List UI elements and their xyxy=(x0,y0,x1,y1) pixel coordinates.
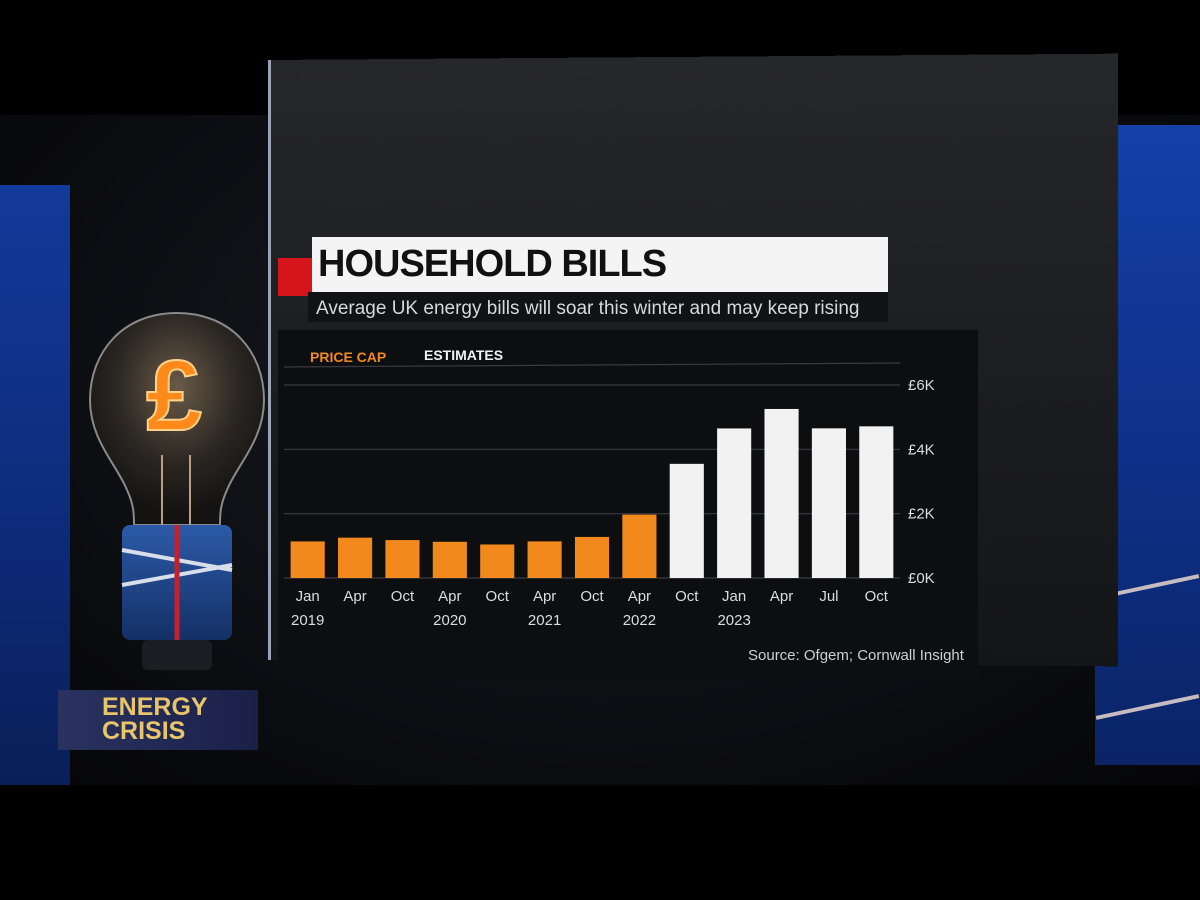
x-tick-month: Jan xyxy=(722,588,746,605)
energy-crisis-badge-text: ENERGY CRISIS xyxy=(102,695,242,743)
badge-line-1: ENERGY xyxy=(102,695,242,719)
x-tick-year: 2023 xyxy=(717,612,750,629)
x-tick-month: Jul xyxy=(819,588,838,605)
letterbox-bottom xyxy=(0,785,1200,900)
x-tick-month: Oct xyxy=(580,588,604,605)
bar-chart: £0K £2K £4K £6K Jan 2019 Apr Oct Apr 2020 Oct Apr 20… xyxy=(278,355,978,635)
x-tick-month: Oct xyxy=(865,588,889,605)
x-tick-year: 2020 xyxy=(433,612,466,629)
x-tick-month: Oct xyxy=(675,588,699,605)
chart-source: Source: Ofgem; Cornwall Insight xyxy=(748,647,964,664)
svg-text:£: £ xyxy=(146,340,202,452)
y-tick-label: £4K xyxy=(908,441,935,458)
x-tick-month: Apr xyxy=(533,588,556,605)
x-tick-month: Jan xyxy=(296,588,320,605)
x-tick-month: Apr xyxy=(770,588,793,605)
bar-price-cap xyxy=(291,541,325,578)
x-tick-month: Apr xyxy=(343,588,366,605)
bar-price-cap xyxy=(480,544,514,578)
bar-estimate xyxy=(670,464,704,578)
chart-subtitle: Average UK energy bills will soar this w… xyxy=(316,298,860,320)
y-tick-label: £6K xyxy=(908,377,935,394)
y-tick-label: £2K xyxy=(908,506,935,523)
pound-lightbulb-icon: £ xyxy=(82,305,272,695)
x-tick-month: Apr xyxy=(628,588,651,605)
title-accent-bar xyxy=(278,258,312,296)
x-tick-year: 2021 xyxy=(528,612,561,629)
bar-estimate xyxy=(812,428,846,578)
bar-price-cap xyxy=(385,540,419,578)
bar-estimate xyxy=(859,426,893,578)
bar-price-cap xyxy=(433,542,467,578)
bar-price-cap xyxy=(575,537,609,578)
bar-estimate xyxy=(717,428,751,578)
bar-price-cap xyxy=(528,541,562,578)
y-tick-label: £0K xyxy=(908,570,935,587)
chart-title: HOUSEHOLD BILLS xyxy=(318,243,666,286)
bar-price-cap xyxy=(338,538,372,578)
x-tick-month: Apr xyxy=(438,588,461,605)
bar-estimate xyxy=(764,409,798,578)
x-tick-year: 2022 xyxy=(623,612,656,629)
x-tick-year: 2019 xyxy=(291,612,324,629)
bar-price-cap xyxy=(622,515,656,578)
badge-line-2: CRISIS xyxy=(102,719,242,743)
x-tick-month: Oct xyxy=(486,588,510,605)
x-tick-month: Oct xyxy=(391,588,415,605)
top-rule xyxy=(284,363,900,367)
